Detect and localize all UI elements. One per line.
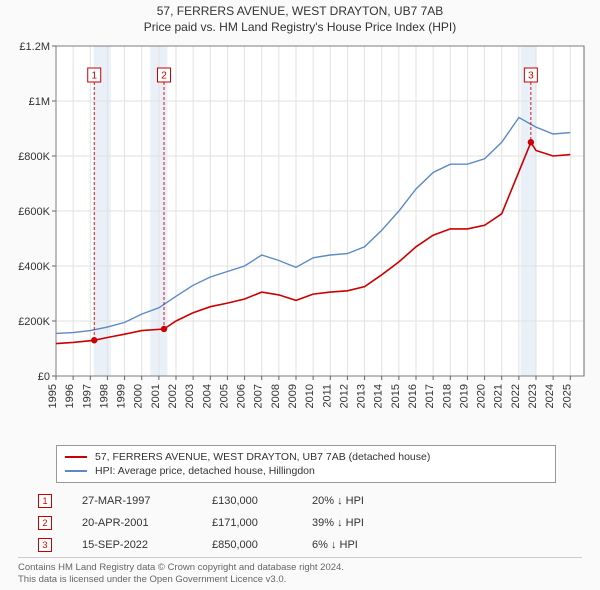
footer-line1: Contains HM Land Registry data © Crown c… <box>18 562 344 573</box>
svg-text:2001: 2001 <box>150 384 162 408</box>
svg-text:1: 1 <box>91 71 97 82</box>
svg-text:2016: 2016 <box>407 384 419 408</box>
svg-text:2014: 2014 <box>373 384 385 408</box>
price-chart: £0 £200K £400K £600K £800K £1M £1.2M 1995 1996 19… <box>10 40 590 440</box>
legend-swatch-property <box>65 456 87 458</box>
svg-text:2000: 2000 <box>133 384 145 408</box>
svg-text:2010: 2010 <box>304 384 316 408</box>
svg-text:2024: 2024 <box>544 384 556 408</box>
sale-marker: 1 <box>38 494 52 508</box>
svg-text:2019: 2019 <box>458 384 470 408</box>
svg-text:3: 3 <box>528 71 534 82</box>
sale-date: 27-MAR-1997 <box>82 495 212 507</box>
legend-swatch-hpi <box>65 470 87 472</box>
svg-text:2018: 2018 <box>441 384 453 408</box>
footer-attribution: Contains HM Land Registry data © Crown c… <box>18 557 582 586</box>
chart-subtitle: Price paid vs. HM Land Registry's House … <box>0 20 600 34</box>
svg-text:2023: 2023 <box>527 384 539 408</box>
svg-text:2009: 2009 <box>287 384 299 408</box>
legend-row-hpi: HPI: Average price, detached house, Hill… <box>65 464 547 478</box>
sale-row: 3 15-SEP-2022£850,0006% ↓ HPI <box>38 534 432 556</box>
legend-row-property: 57, FERRERS AVENUE, WEST DRAYTON, UB7 7A… <box>65 450 547 464</box>
sale-diff: 6% ↓ HPI <box>312 539 432 551</box>
svg-text:£0: £0 <box>38 371 50 383</box>
sale-date: 15-SEP-2022 <box>82 539 212 551</box>
svg-text:2002: 2002 <box>167 384 179 408</box>
svg-text:2013: 2013 <box>356 384 368 408</box>
svg-text:2021: 2021 <box>493 384 505 408</box>
svg-text:2011: 2011 <box>321 384 333 408</box>
sale-diff: 39% ↓ HPI <box>312 517 432 529</box>
legend-label-hpi: HPI: Average price, detached house, Hill… <box>95 465 315 477</box>
sale-price: £850,000 <box>212 539 312 551</box>
sale-price: £171,000 <box>212 517 312 529</box>
chart-svg: £0 £200K £400K £600K £800K £1M £1.2M 1995 1996 19… <box>10 40 590 440</box>
svg-text:2006: 2006 <box>236 384 248 408</box>
svg-text:£600K: £600K <box>18 206 50 218</box>
chart-title: 57, FERRERS AVENUE, WEST DRAYTON, UB7 7A… <box>0 4 600 18</box>
svg-text:1995: 1995 <box>47 384 59 408</box>
svg-text:2017: 2017 <box>424 384 436 408</box>
svg-text:£200K: £200K <box>18 316 50 328</box>
svg-text:£800K: £800K <box>18 151 50 163</box>
legend-label-property: 57, FERRERS AVENUE, WEST DRAYTON, UB7 7A… <box>95 451 430 463</box>
sale-marker: 2 <box>38 516 52 530</box>
sale-diff: 20% ↓ HPI <box>312 495 432 507</box>
sale-row: 2 20-APR-2001£171,00039% ↓ HPI <box>38 512 432 534</box>
svg-text:1997: 1997 <box>81 384 93 408</box>
svg-text:2008: 2008 <box>270 384 282 408</box>
svg-text:2005: 2005 <box>218 384 230 408</box>
svg-text:£400K: £400K <box>18 261 50 273</box>
svg-text:2020: 2020 <box>476 384 488 408</box>
svg-text:1996: 1996 <box>64 384 76 408</box>
sales-table: 1 27-MAR-1997£130,00020% ↓ HPI 2 20-APR-200… <box>38 490 432 556</box>
svg-text:2022: 2022 <box>510 384 522 408</box>
svg-text:2025: 2025 <box>561 384 573 408</box>
footer-line2: This data is licensed under the Open Gov… <box>18 574 286 585</box>
svg-text:2015: 2015 <box>390 384 402 408</box>
svg-text:1998: 1998 <box>98 384 110 408</box>
svg-text:2003: 2003 <box>184 384 196 408</box>
sale-price: £130,000 <box>212 495 312 507</box>
chart-container: { "title_main": "57, FERRERS AVENUE, WES… <box>0 0 600 590</box>
sale-marker: 3 <box>38 538 52 552</box>
svg-text:1999: 1999 <box>116 384 128 408</box>
svg-text:2012: 2012 <box>338 384 350 408</box>
svg-text:2007: 2007 <box>253 384 265 408</box>
svg-text:£1.2M: £1.2M <box>19 41 50 53</box>
sale-date: 20-APR-2001 <box>82 517 212 529</box>
chart-titles: 57, FERRERS AVENUE, WEST DRAYTON, UB7 7A… <box>0 0 600 34</box>
svg-text:2004: 2004 <box>201 384 213 408</box>
svg-text:£1M: £1M <box>29 96 50 108</box>
sale-row: 1 27-MAR-1997£130,00020% ↓ HPI <box>38 490 432 512</box>
svg-text:2: 2 <box>161 71 167 82</box>
chart-legend: 57, FERRERS AVENUE, WEST DRAYTON, UB7 7A… <box>56 445 556 483</box>
